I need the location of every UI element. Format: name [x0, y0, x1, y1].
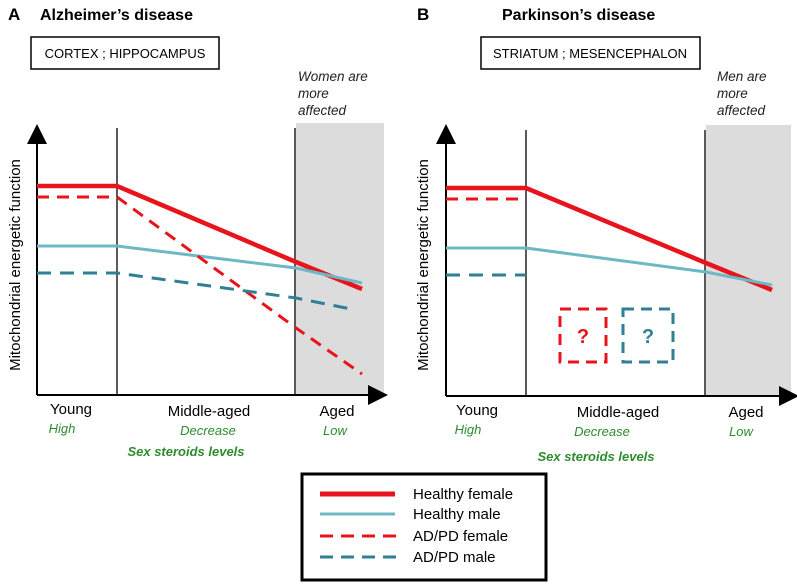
legend-label-ad-male: AD/PD male	[413, 549, 496, 566]
panel-a-region-box	[30, 36, 220, 70]
panel-b-unknown-male-box	[621, 307, 675, 364]
panel-a-steroids-label: Sex steroids levels	[127, 444, 244, 459]
panel-b-letter: B	[417, 5, 429, 24]
legend-label-healthy-female: Healthy female	[413, 486, 513, 503]
panel-b-y-axis-label: Mitochondrial energetic function	[415, 159, 432, 371]
panel-a-level-decrease: Decrease	[180, 423, 236, 438]
panel-b-region-box	[480, 36, 701, 70]
panel-b-unknown-male-mark: ?	[642, 326, 654, 348]
panel-b-level-decrease: Decrease	[574, 424, 630, 439]
legend-label-healthy-male: Healthy male	[413, 506, 501, 523]
panel-a-stage-aged: Aged	[319, 403, 354, 420]
panel-a-note-line-3: affected	[298, 103, 347, 118]
panel-a-title: Alzheimer’s disease	[40, 7, 193, 24]
panel-a-note-line-2: more	[298, 86, 329, 101]
panel-a-level-low: Low	[323, 423, 348, 438]
panel-a-aged-shade	[296, 123, 384, 395]
panel-a-healthy-male-line	[37, 244, 363, 285]
panel-a-y-axis-label: Mitochondrial energetic function	[7, 159, 24, 371]
panel-b: B Parkinson’s disease STRIATUM ; MESENCE…	[415, 5, 797, 464]
panel-a-region-label: CORTEX ; HIPPOCAMPUS	[45, 46, 206, 61]
panel-b-healthy-female-line	[446, 185, 773, 293]
panel-a-stage-young: Young	[50, 401, 92, 418]
panel-b-level-high: High	[455, 422, 482, 437]
panel-a-level-high: High	[49, 421, 76, 436]
panel-b-region-label: STRIATUM ; MESENCEPHALON	[493, 46, 687, 61]
panel-b-note-line-2: more	[717, 86, 748, 101]
panel-b-note-line-3: affected	[717, 103, 766, 118]
panel-b-stage-young: Young	[456, 402, 498, 419]
panel-b-unknown-female-box	[558, 307, 608, 364]
panel-b-note-line-1: Men are	[717, 69, 767, 84]
legend: Healthy female Healthy male AD/PD female…	[300, 472, 548, 582]
panel-a-ad-female-line	[37, 195, 363, 376]
panel-a-ad-male-line	[37, 271, 357, 312]
panel-b-aged-shade	[706, 125, 791, 396]
panel-b-unknown-female-mark: ?	[577, 326, 589, 348]
panel-b-steroids-label: Sex steroids levels	[537, 449, 654, 464]
panel-b-level-low: Low	[729, 424, 754, 439]
panel-b-stage-aged: Aged	[728, 404, 763, 421]
legend-label-ad-female: AD/PD female	[413, 528, 508, 545]
panel-b-stage-middle-aged: Middle-aged	[577, 404, 660, 421]
panel-a-note-line-1: Women are	[298, 69, 368, 84]
panel-a-letter: A	[8, 5, 20, 24]
panel-a-stage-middle-aged: Middle-aged	[168, 403, 251, 420]
panel-b-healthy-male-line	[446, 246, 773, 287]
panel-a: A Alzheimer’s disease CORTEX ; HIPPOCAMP…	[7, 5, 388, 459]
panel-b-title: Parkinson’s disease	[502, 7, 655, 24]
